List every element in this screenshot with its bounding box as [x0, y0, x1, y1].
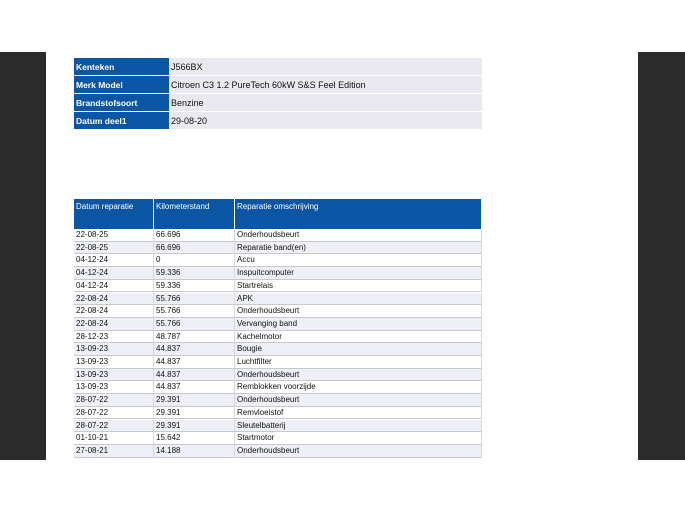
table-cell: 59.336 — [154, 267, 235, 280]
info-label: Datum deel1 — [74, 112, 169, 130]
table-cell: 29.391 — [154, 394, 235, 407]
table-cell: Bougie — [235, 343, 482, 356]
left-margin — [0, 52, 46, 460]
info-value: Citroen C3 1.2 PureTech 60kW S&S Feel Ed… — [169, 76, 482, 94]
table-cell: Luchtfilter — [235, 356, 482, 369]
table-cell: Startmotor — [235, 432, 482, 445]
table-cell: Onderhoudsbeurt — [235, 229, 482, 242]
info-label: Brandstofsoort — [74, 94, 169, 112]
table-cell: APK — [235, 292, 482, 306]
table-cell: Inspuitcomputer — [235, 267, 482, 280]
table-cell: 29.391 — [154, 406, 235, 420]
table-cell: Remblokken voorzijde — [235, 381, 482, 395]
table-cell: 04-12-24 — [74, 279, 154, 293]
table-cell: 28-07-22 — [74, 394, 154, 407]
table-cell: 04-12-24 — [74, 254, 154, 268]
table-cell: 28-07-22 — [74, 406, 154, 420]
table-cell: 66.696 — [154, 229, 235, 242]
table-cell: 0 — [154, 254, 235, 268]
table-cell: 44.837 — [154, 356, 235, 369]
table-cell: 28-07-22 — [74, 419, 154, 433]
table-cell: 01-10-21 — [74, 432, 154, 445]
table-cell: 55.766 — [154, 305, 235, 318]
table-cell: 55.766 — [154, 292, 235, 306]
table-cell: Accu — [235, 254, 482, 268]
table-cell: 22-08-25 — [74, 241, 154, 255]
info-value: Benzine — [169, 94, 482, 112]
table-header: Datum reparatie — [74, 199, 154, 229]
table-cell: 44.837 — [154, 381, 235, 395]
table-cell: Remvloeistof — [235, 406, 482, 420]
table-cell: 44.837 — [154, 343, 235, 356]
table-header: Reparatie omschrijving — [235, 199, 482, 229]
table-cell: Reparatie band(en) — [235, 241, 482, 255]
table-cell: 48.787 — [154, 330, 235, 344]
table-cell: 28-12-23 — [74, 330, 154, 344]
table-cell: 14.188 — [154, 444, 235, 458]
right-margin — [638, 52, 685, 460]
table-cell: 13-09-23 — [74, 343, 154, 356]
table-cell: Onderhoudsbeurt — [235, 394, 482, 407]
table-cell: 44.837 — [154, 368, 235, 382]
table-cell: 27-08-21 — [74, 444, 154, 458]
table-cell: 22-08-24 — [74, 317, 154, 331]
table-cell: 04-12-24 — [74, 267, 154, 280]
table-cell: 13-09-23 — [74, 356, 154, 369]
info-label: Kenteken — [74, 58, 169, 76]
table-cell: 22-08-24 — [74, 305, 154, 318]
table-header: Kilometerstand — [154, 199, 235, 229]
table-cell: Onderhoudsbeurt — [235, 305, 482, 318]
table-cell: Vervanging band — [235, 317, 482, 331]
table-cell: Onderhoudsbeurt — [235, 368, 482, 382]
table-cell: 13-09-23 — [74, 381, 154, 395]
table-cell: 29.391 — [154, 419, 235, 433]
info-label: Merk Model — [74, 76, 169, 94]
table-cell: 22-08-24 — [74, 292, 154, 306]
info-value: J566BX — [169, 58, 482, 76]
info-value: 29-08-20 — [169, 112, 482, 130]
table-cell: 15.642 — [154, 432, 235, 445]
table-cell: 55.766 — [154, 317, 235, 331]
table-cell: Onderhoudsbeurt — [235, 444, 482, 458]
table-cell: Startrelais — [235, 279, 482, 293]
table-cell: 22-08-25 — [74, 229, 154, 242]
table-cell: 13-09-23 — [74, 368, 154, 382]
table-cell: Sleutelbatterij — [235, 419, 482, 433]
table-cell: 66.696 — [154, 241, 235, 255]
table-cell: 59.336 — [154, 279, 235, 293]
table-cell: Kachelmotor — [235, 330, 482, 344]
